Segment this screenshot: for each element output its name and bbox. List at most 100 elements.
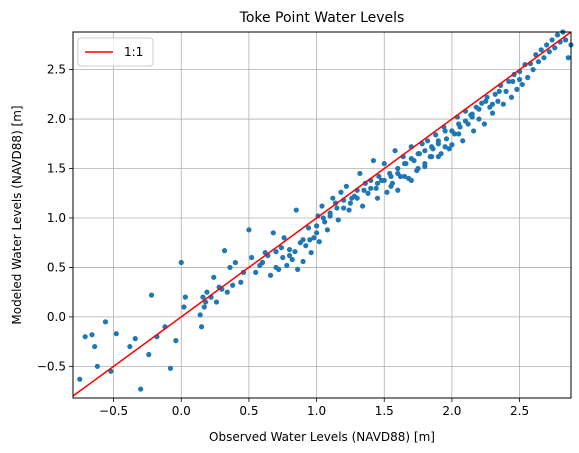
x-axis-ticks: −0.5 0.0 0.5 1.0 1.5 2.0 2.5: [99, 398, 529, 418]
data-point: [346, 207, 352, 213]
data-point: [327, 213, 333, 219]
data-point: [525, 74, 531, 81]
data-point: [259, 259, 266, 266]
data-point: [270, 230, 276, 236]
data-point: [519, 81, 525, 88]
data-point: [357, 170, 363, 177]
data-point: [211, 274, 217, 280]
y-axis-ticks: −0.5 0.0 0.5 1.0 1.5 2.0 2.5: [37, 63, 73, 373]
data-point: [230, 282, 236, 288]
y-tick-label: 0.0: [47, 310, 66, 324]
data-point: [102, 319, 109, 325]
data-point: [308, 249, 314, 256]
data-point: [92, 343, 98, 350]
y-tick-label: 2.0: [47, 112, 66, 126]
data-point: [322, 219, 328, 225]
data-point: [395, 165, 401, 172]
data-point: [343, 183, 349, 189]
y-tick-label: −0.5: [37, 359, 66, 373]
data-point: [273, 249, 279, 255]
data-point: [433, 132, 439, 138]
data-point: [77, 376, 83, 382]
data-point: [373, 185, 379, 191]
data-point: [182, 294, 188, 300]
data-point: [460, 138, 466, 144]
data-point: [538, 47, 544, 53]
data-point: [300, 258, 306, 265]
data-point: [354, 195, 360, 201]
data-point: [293, 207, 299, 213]
data-point: [347, 200, 354, 206]
data-point: [449, 128, 455, 134]
data-point: [462, 118, 469, 124]
data-point: [330, 195, 336, 201]
data-point: [313, 230, 320, 236]
data-point: [113, 331, 119, 337]
data-point: [94, 363, 100, 369]
chart-title: Toke Point Water Levels: [239, 10, 405, 26]
data-point: [313, 223, 320, 229]
plot-frame: [72, 31, 572, 399]
data-point: [541, 55, 547, 61]
data-point: [535, 59, 542, 65]
data-point: [324, 227, 331, 233]
data-point: [422, 160, 428, 167]
data-point: [449, 142, 455, 148]
data-point: [388, 173, 394, 180]
data-point: [286, 247, 293, 253]
data-point: [200, 294, 206, 300]
data-point: [408, 156, 414, 162]
data-point: [148, 292, 155, 298]
data-point: [435, 154, 441, 160]
data-point: [368, 185, 374, 191]
data-point: [483, 98, 489, 104]
data-point: [484, 94, 490, 100]
data-point: [562, 37, 569, 43]
data-point: [456, 131, 462, 137]
data-point: [530, 66, 536, 73]
data-point: [338, 189, 344, 195]
data-point: [232, 259, 238, 266]
data-point: [132, 336, 138, 342]
data-point: [173, 338, 179, 344]
data-point: [565, 55, 571, 61]
x-tick-label: 0.5: [239, 404, 258, 418]
data-point: [278, 245, 285, 251]
data-point: [221, 248, 228, 254]
data-point: [384, 189, 390, 195]
legend-label: 1:1: [124, 45, 143, 59]
legend-box: [77, 37, 154, 67]
data-point: [253, 269, 259, 275]
data-point: [514, 86, 520, 92]
data-point: [374, 180, 381, 186]
data-point: [82, 334, 88, 340]
data-point: [442, 128, 448, 134]
y-tick-label: 1.5: [47, 162, 66, 176]
data-point: [227, 264, 233, 271]
data-point: [470, 128, 477, 134]
data-point: [376, 173, 382, 180]
data-point: [359, 203, 366, 209]
data-point: [415, 151, 421, 157]
data-point: [429, 154, 435, 160]
x-tick-label: 1.5: [375, 404, 394, 418]
y-tick-label: 0.5: [47, 260, 66, 274]
y-tick-label: 1.0: [47, 211, 66, 225]
data-point: [167, 365, 174, 371]
data-point: [292, 249, 298, 255]
data-point: [395, 170, 401, 177]
data-point: [496, 88, 502, 94]
data-point: [280, 254, 286, 261]
data-point: [516, 76, 523, 83]
y-axis-label: Modeled Water Levels (NAVD88) [m]: [10, 105, 24, 324]
data-point: [307, 237, 313, 243]
data-point: [500, 101, 506, 107]
data-point: [289, 256, 295, 263]
data-point: [435, 138, 441, 144]
data-point: [429, 144, 435, 150]
data-point: [138, 386, 144, 392]
data-point: [506, 78, 512, 85]
data-point: [319, 203, 325, 209]
